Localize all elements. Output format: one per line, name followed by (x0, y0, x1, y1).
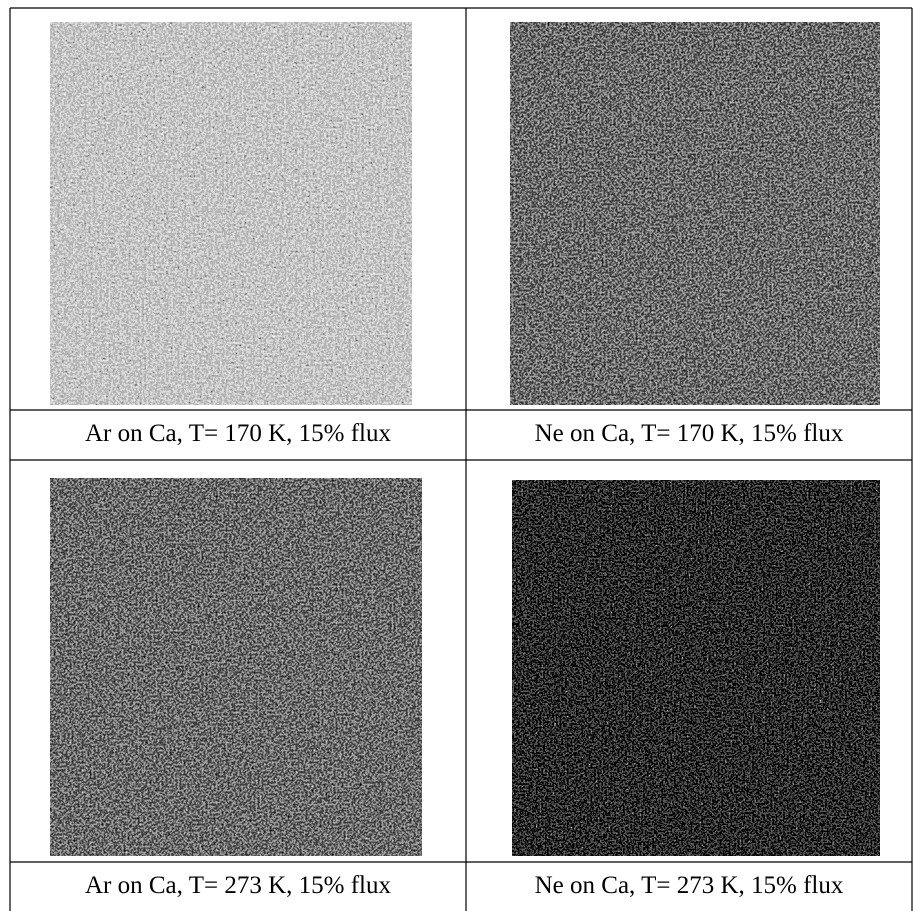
micrograph (510, 22, 880, 405)
caption: Ar on Ca, T= 170 K, 15% flux (10, 420, 466, 448)
micrograph (512, 480, 880, 856)
caption: Ne on Ca, T= 273 K, 15% flux (466, 872, 912, 900)
caption: Ar on Ca, T= 273 K, 15% flux (10, 872, 466, 900)
micrograph (50, 478, 422, 856)
caption: Ne on Ca, T= 170 K, 15% flux (466, 420, 912, 448)
page: {"figure": {"panels": [ {"caption": "Ar … (0, 0, 914, 911)
figure-grid (0, 0, 914, 911)
micrograph (50, 22, 412, 405)
